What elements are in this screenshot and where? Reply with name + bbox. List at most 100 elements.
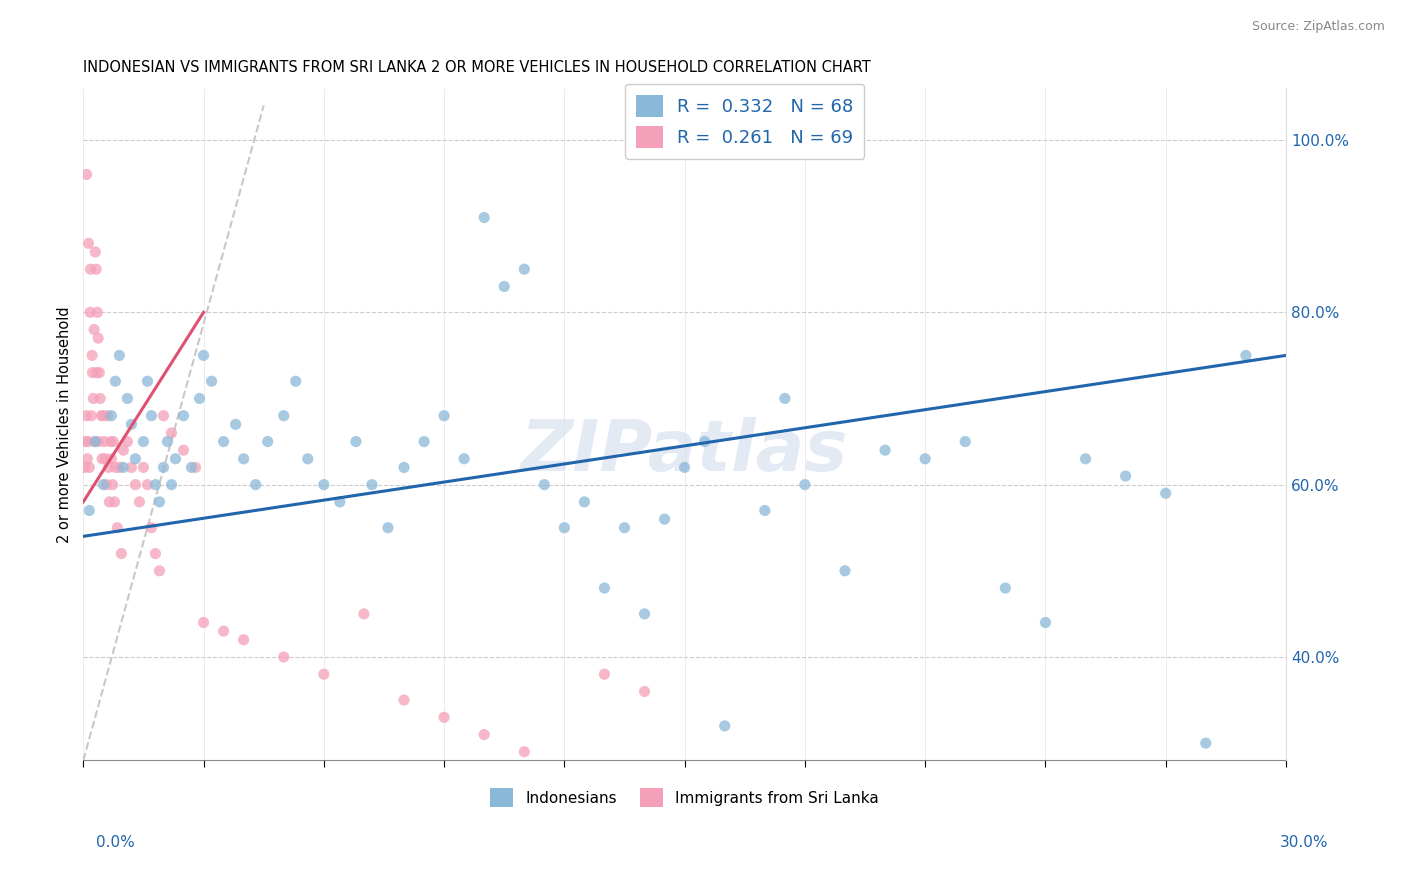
Point	[108, 460, 131, 475]
Point	[413, 434, 436, 449]
Point	[773, 392, 796, 406]
Point	[79, 460, 101, 475]
Point	[132, 460, 155, 475]
Point	[1195, 736, 1218, 750]
Point	[148, 495, 170, 509]
Point	[152, 409, 174, 423]
Point	[89, 392, 111, 406]
Point	[98, 495, 121, 509]
Text: ZIPatlas: ZIPatlas	[522, 417, 848, 486]
Point	[112, 443, 135, 458]
Point	[82, 348, 104, 362]
Point	[392, 693, 415, 707]
Point	[145, 477, 167, 491]
Point	[75, 434, 97, 449]
Point	[110, 547, 132, 561]
Point	[112, 460, 135, 475]
Point	[533, 477, 555, 491]
Point	[160, 477, 183, 491]
Point	[633, 607, 655, 621]
Point	[593, 581, 616, 595]
Point	[91, 409, 114, 423]
Point	[76, 168, 98, 182]
Point	[84, 244, 107, 259]
Point	[344, 434, 367, 449]
Point	[79, 503, 101, 517]
Point	[128, 495, 150, 509]
Point	[713, 719, 735, 733]
Text: 30.0%: 30.0%	[1281, 836, 1329, 850]
Point	[472, 211, 495, 225]
Point	[613, 521, 636, 535]
Point	[955, 434, 977, 449]
Point	[132, 434, 155, 449]
Point	[994, 581, 1017, 595]
Point	[361, 477, 384, 491]
Point	[148, 564, 170, 578]
Point	[212, 434, 235, 449]
Point	[212, 624, 235, 639]
Point	[80, 409, 103, 423]
Point	[593, 667, 616, 681]
Point	[141, 409, 163, 423]
Point	[232, 632, 254, 647]
Point	[494, 279, 516, 293]
Point	[165, 451, 187, 466]
Point	[633, 684, 655, 698]
Point	[117, 434, 139, 449]
Point	[79, 305, 101, 319]
Point	[103, 434, 125, 449]
Point	[553, 762, 575, 776]
Point	[104, 374, 127, 388]
Point	[693, 434, 716, 449]
Point	[93, 434, 115, 449]
Point	[100, 409, 122, 423]
Point	[353, 607, 375, 621]
Point	[193, 615, 215, 630]
Point	[873, 443, 896, 458]
Point	[184, 460, 207, 475]
Point	[105, 521, 128, 535]
Point	[1074, 451, 1097, 466]
Point	[145, 547, 167, 561]
Point	[377, 521, 399, 535]
Point	[136, 477, 159, 491]
Point	[392, 460, 415, 475]
Point	[97, 460, 120, 475]
Point	[87, 434, 110, 449]
Point	[86, 305, 108, 319]
Y-axis label: 2 or more Vehicles in Household: 2 or more Vehicles in Household	[58, 306, 72, 542]
Point	[180, 460, 202, 475]
Point	[75, 409, 97, 423]
Point	[472, 727, 495, 741]
Point	[141, 521, 163, 535]
Point	[82, 392, 104, 406]
Point	[673, 460, 696, 475]
Point	[654, 512, 676, 526]
Point	[156, 434, 179, 449]
Point	[453, 451, 475, 466]
Point	[232, 451, 254, 466]
Text: 0.0%: 0.0%	[96, 836, 135, 850]
Point	[312, 667, 335, 681]
Point	[173, 409, 195, 423]
Point	[86, 366, 108, 380]
Point	[77, 434, 100, 449]
Text: INDONESIAN VS IMMIGRANTS FROM SRI LANKA 2 OR MORE VEHICLES IN HOUSEHOLD CORRELAT: INDONESIAN VS IMMIGRANTS FROM SRI LANKA …	[83, 60, 872, 75]
Point	[1154, 486, 1177, 500]
Point	[91, 477, 114, 491]
Point	[200, 374, 222, 388]
Point	[754, 503, 776, 517]
Point	[79, 262, 101, 277]
Point	[84, 262, 107, 277]
Text: Source: ZipAtlas.com: Source: ZipAtlas.com	[1251, 20, 1385, 33]
Point	[553, 521, 575, 535]
Point	[136, 374, 159, 388]
Point	[87, 331, 110, 345]
Point	[834, 564, 856, 578]
Point	[297, 451, 319, 466]
Point	[188, 392, 211, 406]
Point	[574, 495, 596, 509]
Point	[82, 366, 104, 380]
Point	[96, 477, 118, 491]
